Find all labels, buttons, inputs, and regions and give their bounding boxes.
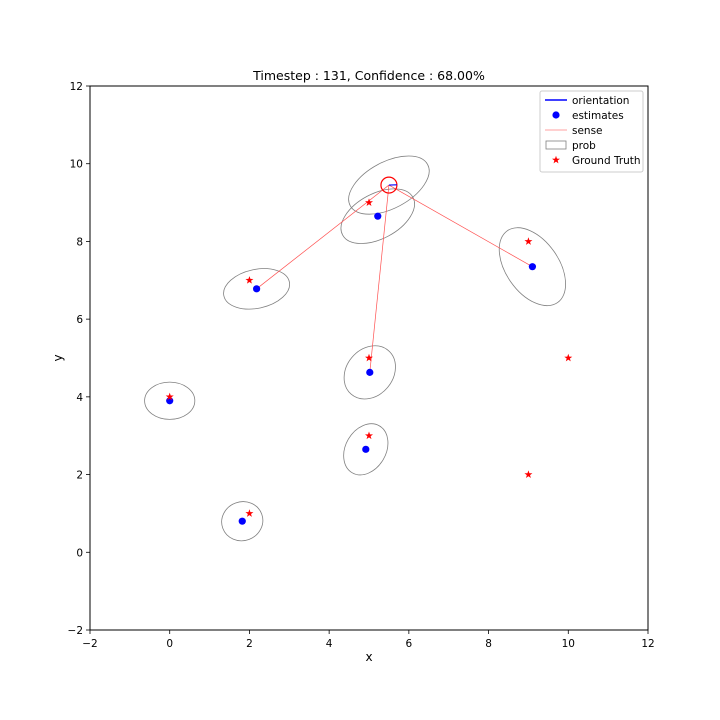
y-axis-label: y <box>51 354 65 361</box>
legend-label: Ground Truth <box>572 155 641 167</box>
ground-truth-star <box>524 470 533 478</box>
x-tick-label: −2 <box>82 638 97 650</box>
x-tick-label: 10 <box>562 638 575 650</box>
prob-ellipse <box>498 227 566 307</box>
x-tick-label: 2 <box>246 638 253 650</box>
estimate-point <box>253 285 261 293</box>
ground-truth-star <box>564 353 573 362</box>
x-axis-label: x <box>365 650 372 664</box>
estimate-point <box>366 368 374 376</box>
legend-label: estimates <box>572 110 624 122</box>
legend: orientation estimates sense prob Ground Trut… <box>539 90 644 173</box>
ground-truth-star <box>245 276 254 284</box>
plot-area <box>144 155 573 542</box>
plot-frame <box>89 85 649 631</box>
prob-ellipse <box>223 268 290 310</box>
prob-ellipse <box>348 155 430 215</box>
prob-ellipse <box>343 423 389 476</box>
y-tick-label: 8 <box>76 236 83 248</box>
y-tick-label: 4 <box>76 392 83 404</box>
estimate-point <box>238 517 246 525</box>
x-tick-label: 8 <box>485 638 492 650</box>
axes: −2 0 2 4 6 8 10 12 −2 0 2 4 6 8 10 12 <box>68 81 655 650</box>
legend-box <box>539 90 644 173</box>
y-tick-label: 12 <box>70 81 83 93</box>
prob-ellipse <box>144 381 196 420</box>
legend-label: prob <box>572 140 596 152</box>
sense-line <box>388 184 533 267</box>
ground-truth-star <box>524 237 533 245</box>
ground-truth-star <box>245 509 254 517</box>
y-tick-label: −2 <box>68 625 83 637</box>
ground-truth-star <box>365 198 373 206</box>
ground-truth-star <box>365 431 373 440</box>
x-tick-label: 4 <box>326 638 333 650</box>
y-tick-label: 10 <box>70 159 83 171</box>
prob-ellipse <box>221 501 264 542</box>
x-tick-label: 12 <box>641 638 654 650</box>
x-tick-label: 0 <box>166 638 173 650</box>
legend-handle-prob <box>545 140 567 150</box>
legend-label: orientation <box>572 95 629 107</box>
sense-line <box>369 185 390 373</box>
estimate-point <box>374 212 382 220</box>
x-tick-label: 6 <box>406 638 413 650</box>
chart-title: Timestep : 131, Confidence : 68.00% <box>252 68 485 83</box>
legend-label: sense <box>572 125 603 137</box>
y-tick-label: 6 <box>76 314 83 326</box>
legend-handle-estimates <box>552 111 560 119</box>
ground-truth-star <box>365 353 373 362</box>
y-tick-label: 0 <box>76 547 83 559</box>
y-tick-label: 2 <box>76 470 83 482</box>
prob-ellipse <box>340 188 415 244</box>
ground-truth-star <box>165 392 174 401</box>
legend-handle-ground-truth <box>552 155 560 164</box>
estimate-point <box>362 445 370 453</box>
prob-ellipse <box>343 345 396 400</box>
estimate-point <box>528 263 537 271</box>
